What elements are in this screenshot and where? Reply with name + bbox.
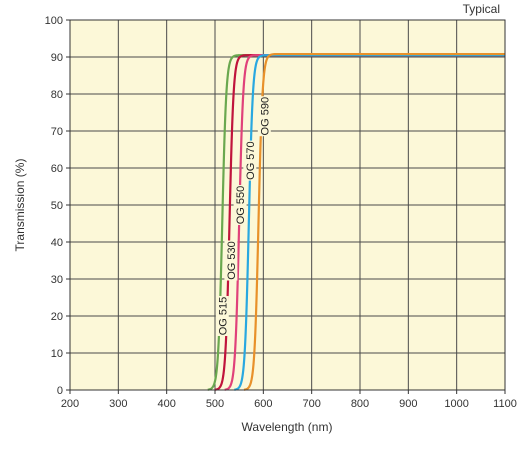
x-tick-label: 400 <box>157 398 175 410</box>
x-tick-label: 500 <box>206 398 224 410</box>
y-axis-ticks: 0 10 20 30 40 50 60 70 80 90 100 <box>45 15 70 397</box>
x-axis-ticks: 200 300 400 500 600 700 800 900 1000 1100 <box>61 390 517 410</box>
series-label-background <box>257 96 271 137</box>
x-axis-title: Wavelength (nm) <box>242 420 333 434</box>
x-tick-label: 600 <box>254 398 272 410</box>
series-label-text: OG 515 <box>217 297 229 336</box>
series-label-text: OG 590 <box>259 97 271 136</box>
y-tick-label: 20 <box>51 311 63 323</box>
series-label-text: OG 530 <box>226 241 238 280</box>
x-tick-label: 200 <box>61 398 79 410</box>
y-tick-label: 100 <box>45 15 63 27</box>
y-tick-label: 90 <box>51 52 63 64</box>
x-tick-label: 800 <box>351 398 369 410</box>
y-tick-label: 40 <box>51 237 63 249</box>
series-label-background <box>233 185 247 225</box>
x-tick-label: 700 <box>302 398 320 410</box>
series-label-background <box>215 296 229 336</box>
y-tick-label: 80 <box>51 89 63 101</box>
series-label-text: OG 550 <box>235 186 247 225</box>
series-label: OG 515 <box>215 296 229 336</box>
x-tick-label: 1100 <box>493 398 517 410</box>
series-label-text: OG 570 <box>245 141 257 180</box>
plot-frame <box>69 19 506 391</box>
y-tick-label: 50 <box>51 200 63 212</box>
series-label-background <box>243 140 257 181</box>
y-tick-label: 30 <box>51 274 63 286</box>
x-tick-label: 1000 <box>444 398 468 410</box>
y-axis-title: Transmission (%) <box>13 159 27 252</box>
y-tick-label: 60 <box>51 163 63 175</box>
chart-annotation: Typical <box>463 2 500 16</box>
x-tick-label: 900 <box>399 398 417 410</box>
series-line <box>234 54 505 391</box>
y-tick-label: 0 <box>57 385 63 397</box>
series-label: OG 570 <box>243 140 257 181</box>
x-tick-label: 300 <box>109 398 127 410</box>
series-label-background <box>224 240 238 281</box>
y-tick-label: 10 <box>51 348 63 360</box>
y-tick-label: 70 <box>51 126 63 138</box>
series-label: OG 590 <box>257 96 271 137</box>
series-label: OG 530 <box>224 240 238 281</box>
series-label: OG 550 <box>233 185 247 225</box>
series-line <box>243 52 505 391</box>
